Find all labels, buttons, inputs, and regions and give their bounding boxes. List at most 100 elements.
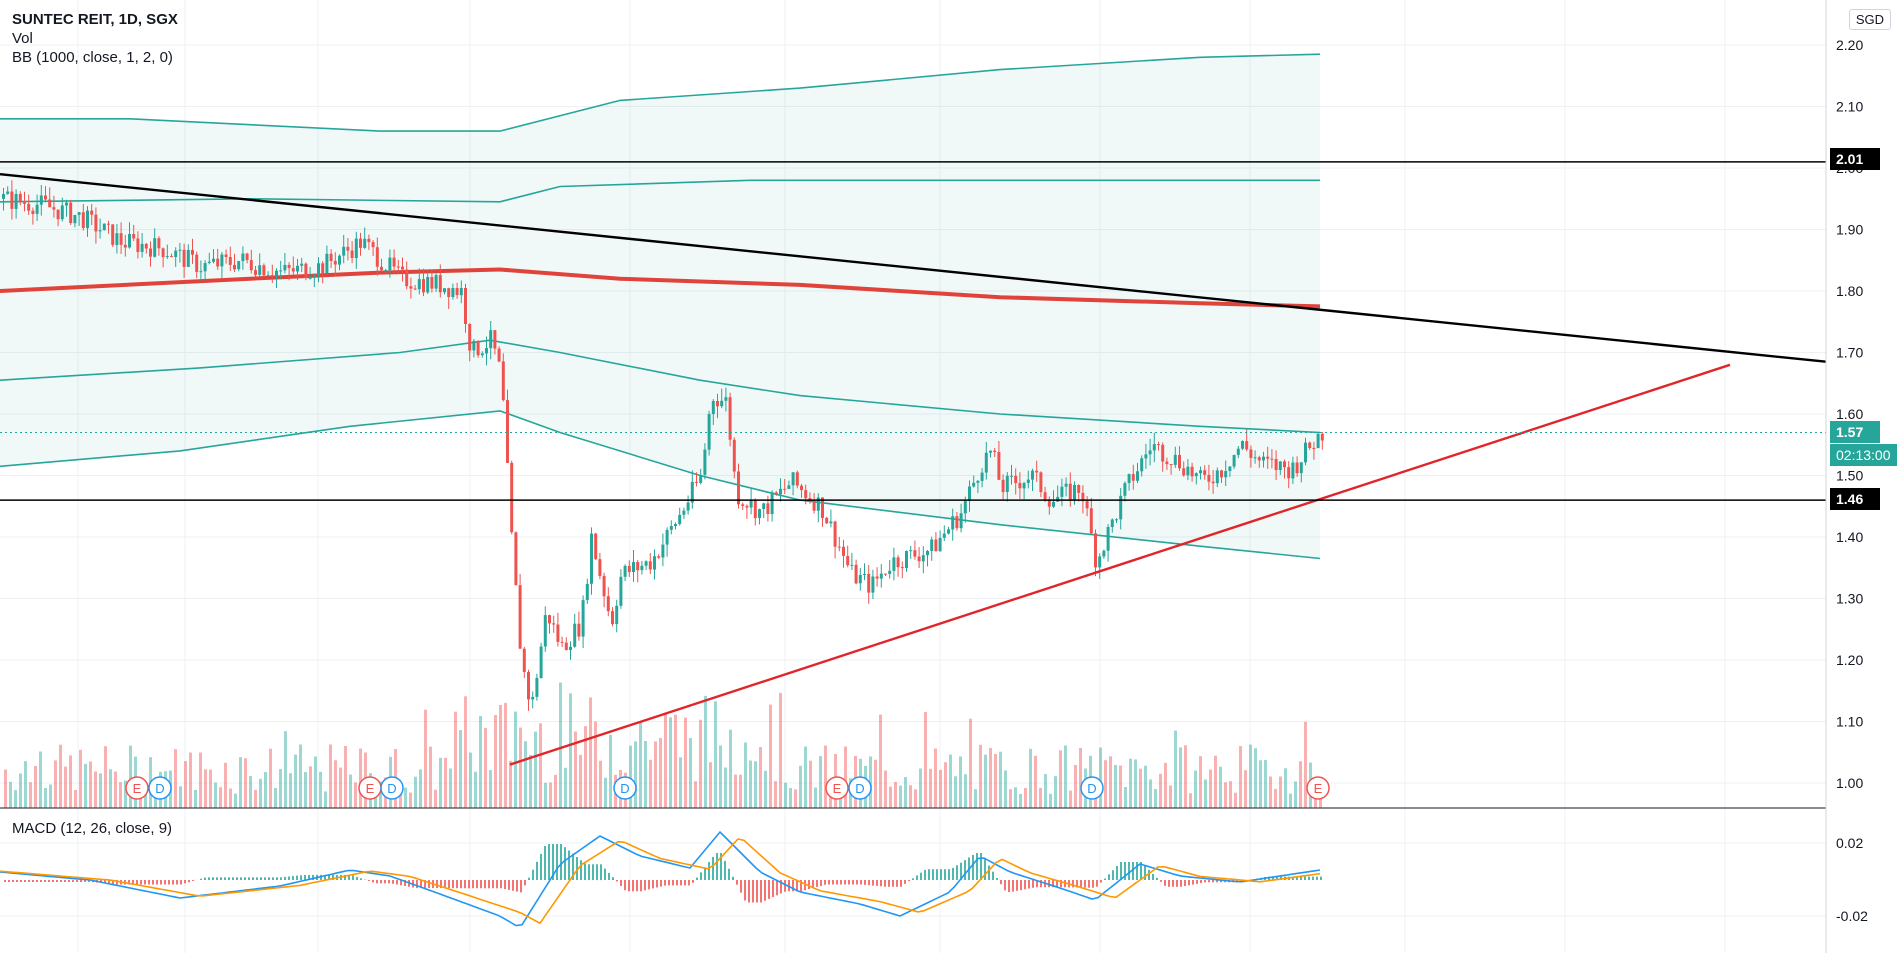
volume-bar	[924, 712, 927, 808]
macd-histogram-bar	[1008, 880, 1010, 892]
macd-histogram-bar	[464, 880, 466, 888]
volume-bar	[1299, 761, 1302, 808]
candle-body	[775, 492, 778, 494]
macd-histogram-bar	[956, 865, 958, 880]
volume-bar	[1224, 782, 1227, 808]
macd-histogram-bar	[64, 880, 66, 882]
candle-body	[514, 532, 517, 585]
volume-bar	[599, 761, 602, 808]
volume-bar	[689, 738, 692, 808]
candle-body	[485, 348, 488, 353]
macd-histogram-bar	[396, 880, 398, 885]
candle-body	[951, 516, 954, 529]
macd-histogram-bar	[72, 880, 74, 882]
macd-histogram-bar	[904, 880, 906, 884]
candle-body	[1111, 520, 1114, 528]
macd-histogram-bar	[160, 880, 162, 885]
macd-indicator-label[interactable]: MACD (12, 26, close, 9)	[12, 820, 172, 837]
volume-bar	[274, 788, 277, 808]
candle-body	[258, 265, 261, 275]
macd-axis-tick: -0.02	[1836, 908, 1868, 924]
candle-body	[829, 522, 832, 524]
volume-bar	[509, 761, 512, 808]
volume-bar	[1019, 794, 1022, 808]
volume-bar	[1264, 760, 1267, 808]
macd-histogram-bar	[164, 880, 166, 885]
macd-histogram-bar	[860, 880, 862, 885]
volume-bar	[1144, 766, 1147, 808]
volume-bar	[1009, 789, 1012, 808]
candle-body	[267, 275, 270, 276]
volume-bar	[214, 783, 217, 809]
volume-bar	[1214, 756, 1217, 808]
volume-bar	[1114, 765, 1117, 808]
volume-bar	[604, 778, 607, 808]
bollinger-indicator-label[interactable]: BB (1000, close, 1, 2, 0)	[12, 48, 178, 67]
price-axis-tick: 2.10	[1836, 99, 1863, 115]
volume-bar	[664, 713, 667, 808]
macd-histogram-bar	[664, 880, 666, 886]
volume-bar	[439, 758, 442, 808]
macd-histogram-bar	[964, 860, 966, 880]
volume-bar	[469, 753, 472, 808]
candle-body	[884, 574, 887, 575]
volume-indicator-label[interactable]: Vol	[12, 29, 178, 48]
macd-histogram-bar	[380, 880, 382, 883]
candle-body	[762, 503, 765, 509]
candle-body	[565, 643, 568, 650]
candle-body	[922, 555, 925, 561]
candle-body	[300, 264, 303, 266]
volume-bar	[1254, 748, 1257, 808]
currency-button[interactable]: SGD	[1849, 9, 1891, 30]
volume-bar	[819, 756, 822, 808]
candle-body	[939, 538, 942, 551]
candle-body	[384, 270, 387, 271]
volume-bar	[84, 764, 87, 808]
volume-bar	[24, 761, 27, 808]
candle-body	[111, 224, 114, 245]
bollinger-band-fill	[0, 54, 1320, 558]
macd-histogram-bar	[144, 880, 146, 885]
candle-body	[905, 551, 908, 568]
macd-histogram-bar	[872, 880, 874, 886]
macd-histogram-bar	[536, 862, 538, 880]
volume-bar	[1259, 760, 1262, 808]
candle-body	[460, 288, 463, 295]
candle-body	[57, 210, 60, 220]
candle-body	[1270, 459, 1273, 460]
candle-body	[149, 249, 152, 257]
macd-histogram-bar	[492, 880, 494, 888]
macd-histogram-bar	[1316, 877, 1318, 880]
macd-histogram-bar	[732, 877, 734, 880]
candle-body	[1035, 471, 1038, 473]
candle-body	[36, 205, 39, 214]
volume-bar	[49, 785, 52, 809]
macd-histogram-bar	[688, 880, 690, 885]
candle-body	[1052, 502, 1055, 507]
candle-body	[1241, 441, 1244, 449]
macd-histogram-bar	[32, 880, 34, 882]
volume-bar	[89, 761, 92, 808]
candle-body	[1128, 474, 1131, 483]
candle-body	[183, 250, 186, 267]
macd-histogram-bar	[1108, 874, 1110, 880]
candle-body	[535, 678, 538, 697]
candle-body	[1086, 501, 1089, 508]
candle-body	[1102, 551, 1105, 557]
earnings-marker-label: E	[366, 781, 375, 796]
candle-body	[376, 247, 379, 267]
volume-bar	[434, 790, 437, 808]
candle-body	[800, 486, 803, 490]
candle-body	[540, 647, 543, 679]
price-axis-tick: 1.40	[1836, 529, 1863, 545]
last-price-tag: 1.57	[1830, 421, 1880, 443]
volume-bar	[904, 777, 907, 808]
volume-bar	[734, 775, 737, 808]
candle-body	[1178, 455, 1181, 468]
volume-bar	[179, 786, 182, 808]
volume-bar	[969, 719, 972, 808]
macd-histogram-bar	[752, 880, 754, 903]
macd-histogram-bar	[48, 880, 50, 882]
